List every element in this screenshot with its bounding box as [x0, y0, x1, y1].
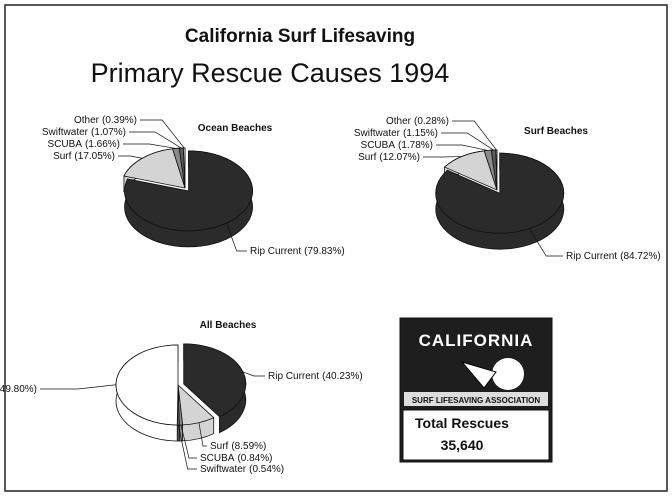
leader-line: [452, 120, 497, 151]
slice: [124, 150, 253, 232]
slice-label-name: Other: [386, 116, 412, 127]
slice-label: SCUBA (0.84%): [200, 453, 272, 464]
slice-label-name: Rip Current: [250, 246, 301, 257]
slice-label-name: Surf: [210, 441, 229, 452]
leader-line: [177, 424, 197, 470]
slice-label-name: Surf: [358, 152, 377, 163]
leader-line: [441, 132, 494, 151]
slice-label-value: (40.23%): [322, 371, 363, 382]
slice-label-name: Swiftwater: [354, 128, 401, 139]
leader-line: [129, 131, 182, 149]
slice: [183, 147, 186, 189]
slice-label-name: SCUBA: [200, 453, 235, 464]
slice-label: Surf (12.07%): [358, 152, 420, 163]
logo-name: CALIFORNIA: [419, 331, 534, 350]
pie-chart: All Beaches Rip Current (40.23%) Surf (8.59%…: [0, 320, 363, 475]
slice-label-value: (1.07%): [91, 127, 126, 138]
slice-label: Rip Current (84.72%): [566, 251, 661, 262]
logo-sun: [492, 358, 524, 390]
slice-label: Other(49.80%): [0, 384, 37, 395]
slice-label-value: (0.54%): [249, 464, 284, 475]
leader-line: [242, 371, 265, 377]
leader-line: [118, 155, 143, 159]
slice-label: SCUBA (1.78%): [361, 140, 433, 151]
slice-label: Swiftwater (1.07%): [42, 127, 126, 138]
slice-label-value: (1.78%): [398, 140, 433, 151]
slide-title: California Surf Lifesaving: [185, 26, 415, 47]
slide-subtitle: Primary Rescue Causes 1994: [91, 58, 450, 88]
slice-label-value: (1.15%): [403, 128, 438, 139]
pie-title: All Beaches: [200, 320, 257, 331]
slide-border: [4, 4, 668, 492]
leader-line: [529, 228, 563, 257]
total-value: 35,640: [441, 437, 484, 453]
logo: CALIFORNIA SURF LIFESAVING ASSOCIATION T…: [399, 317, 553, 463]
slice: [123, 148, 186, 189]
slice-label: Other (0.28%): [386, 116, 449, 127]
slice-label-name: Swiftwater: [200, 464, 247, 475]
total-box: [402, 409, 550, 461]
slice-label-name: SCUBA: [361, 140, 396, 151]
leader-line: [198, 422, 207, 447]
slice-label-value: (0.84%): [237, 453, 272, 464]
slice-label: Surf (17.05%): [53, 151, 115, 162]
slice-label-value: (84.72%): [620, 251, 661, 262]
slice-label-name: SCUBA: [48, 139, 83, 150]
logo-org: SURF LIFESAVING ASSOCIATION: [412, 396, 541, 405]
slice-label: SCUBA (1.66%): [48, 139, 120, 150]
slice-label-value: (0.39%): [102, 115, 137, 126]
slice-label: Surf (8.59%): [210, 441, 266, 452]
slice-label: Rip Current (79.83%): [250, 246, 345, 257]
leader-line: [140, 119, 185, 149]
slice-label: Rip Current (40.23%): [268, 371, 363, 382]
slice-label-value: (49.80%): [0, 384, 37, 395]
slice-label: Swiftwater (1.15%): [354, 128, 438, 139]
slice-label-name: Rip Current: [566, 251, 617, 262]
slice-label-value: (79.83%): [304, 246, 345, 257]
logo-flag: [460, 361, 497, 389]
leader-line: [436, 144, 488, 151]
leader-line: [123, 143, 176, 149]
slice-label-name: Surf: [53, 151, 72, 162]
slice-label: Swiftwater (0.54%): [200, 464, 284, 475]
slice-label-value: (8.59%): [231, 441, 266, 452]
slice-label-name: Swiftwater: [42, 127, 89, 138]
slice-label: Other (0.39%): [74, 115, 137, 126]
slice-label-value: (0.28%): [414, 116, 449, 127]
logo-band: [404, 392, 548, 406]
slice-label-value: (12.07%): [379, 152, 420, 163]
pie-title: Surf Beaches: [524, 126, 588, 137]
slice-label-name: Rip Current: [268, 371, 319, 382]
pie-title: Ocean Beaches: [198, 123, 273, 134]
pie-chart: Surf Beaches Rip Current (84.72%) Surf (12.0…: [354, 116, 661, 262]
slice-label-name: Other: [74, 115, 100, 126]
slice-label-value: (17.05%): [74, 151, 115, 162]
leader-line: [226, 223, 247, 252]
pie-chart: Ocean Beaches Rip Current (79.83%) Surf (17.…: [42, 115, 345, 257]
total-label: Total Rescues: [415, 415, 509, 431]
leader-line: [40, 384, 117, 390]
slice-label-value: (1.66%): [85, 139, 120, 150]
leader-line: [180, 424, 197, 459]
